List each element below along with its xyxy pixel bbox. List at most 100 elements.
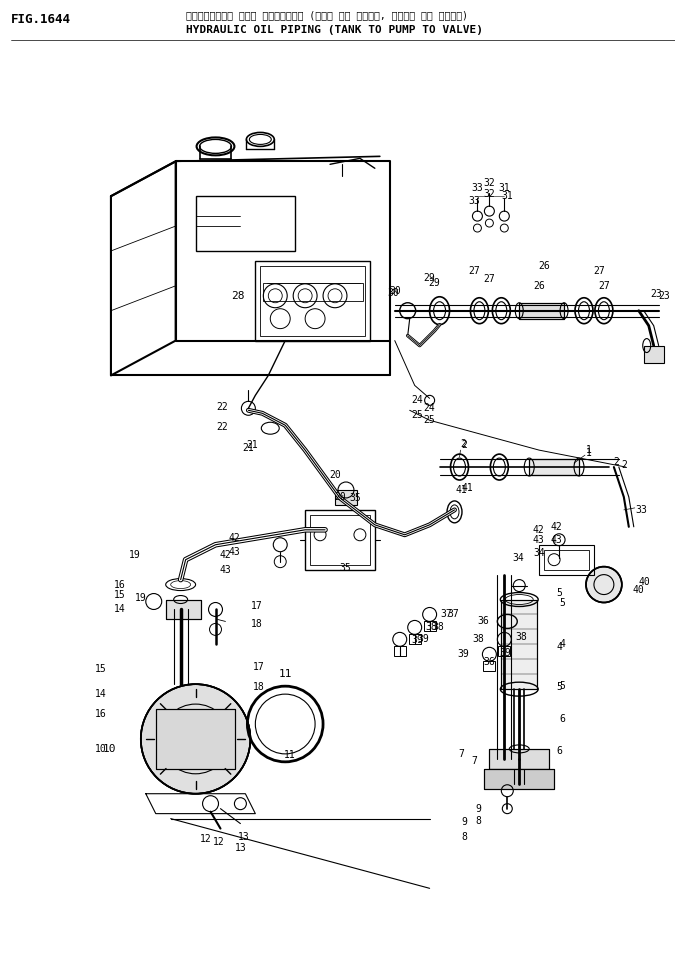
Bar (519, 303, 564, 318)
Text: 26: 26 (533, 281, 545, 290)
Text: 42: 42 (550, 522, 562, 532)
Text: 9: 9 (475, 804, 481, 813)
Text: 35: 35 (339, 563, 351, 572)
Text: 34: 34 (512, 553, 524, 563)
Text: 2: 2 (613, 457, 619, 467)
Text: 31: 31 (502, 191, 513, 201)
Text: 18: 18 (252, 682, 264, 692)
Text: 7: 7 (471, 756, 477, 766)
Text: 25: 25 (412, 410, 424, 421)
Text: 13: 13 (237, 832, 249, 841)
Bar (424, 621, 435, 631)
Text: 17: 17 (252, 662, 264, 673)
Text: 43: 43 (220, 565, 231, 574)
Text: 30: 30 (389, 286, 401, 296)
Bar (310, 515, 370, 565)
Text: 29: 29 (429, 278, 441, 288)
Bar (489, 749, 549, 769)
Bar (502, 599, 537, 689)
Text: 32: 32 (483, 179, 496, 188)
Text: 2: 2 (462, 440, 467, 450)
Text: 13: 13 (235, 843, 246, 853)
Text: 32: 32 (483, 189, 496, 199)
Text: 4: 4 (556, 643, 562, 652)
Text: 17: 17 (250, 601, 262, 612)
Text: 4: 4 (559, 640, 565, 649)
Text: 33: 33 (468, 196, 481, 207)
Text: 42: 42 (533, 525, 544, 535)
Text: 27: 27 (593, 266, 605, 276)
Text: 39: 39 (500, 648, 511, 658)
Text: 36: 36 (483, 657, 496, 667)
Text: 40: 40 (633, 585, 645, 594)
Bar (502, 599, 537, 689)
Text: 6: 6 (556, 746, 562, 756)
Text: 2: 2 (460, 439, 466, 449)
Text: 11: 11 (285, 750, 296, 759)
Text: 14: 14 (95, 689, 107, 699)
Bar (539, 545, 594, 574)
Text: 36: 36 (478, 617, 489, 626)
Text: 41: 41 (456, 485, 467, 495)
Text: 2: 2 (621, 460, 627, 470)
Circle shape (141, 684, 250, 794)
Bar (260, 266, 365, 336)
Text: 11: 11 (279, 669, 292, 679)
Bar (166, 599, 201, 620)
Text: 21: 21 (247, 440, 258, 450)
Text: 6: 6 (559, 714, 565, 724)
Text: 16: 16 (114, 580, 126, 590)
Text: 5: 5 (556, 588, 562, 597)
Text: 29: 29 (424, 273, 435, 283)
Text: FIG.1644: FIG.1644 (11, 14, 72, 26)
Text: 38: 38 (426, 622, 437, 632)
Text: 20: 20 (329, 470, 341, 480)
Text: 22: 22 (217, 402, 228, 412)
Bar (644, 345, 664, 364)
Text: 14: 14 (114, 604, 126, 615)
Text: 42: 42 (228, 533, 241, 542)
Text: 42: 42 (220, 550, 231, 560)
Text: 5: 5 (559, 597, 565, 608)
Text: 24: 24 (412, 396, 424, 405)
Text: 21: 21 (243, 443, 254, 454)
Text: 31: 31 (498, 183, 510, 193)
Text: ハイド・ロリック オイル ハ・イピング・ (タンク カラ ホンプ・, ホンプ・ カラ ハルフ・): ハイド・ロリック オイル ハ・イピング・ (タンク カラ ホンプ・, ホンプ・ … (186, 10, 468, 20)
Text: 3: 3 (641, 505, 647, 515)
Bar (409, 634, 420, 645)
Bar (485, 769, 554, 788)
Text: 19: 19 (129, 550, 141, 560)
Text: 1: 1 (586, 445, 592, 455)
Text: 5: 5 (556, 682, 562, 692)
Text: 8: 8 (475, 815, 481, 826)
Bar (485, 769, 554, 788)
Bar (519, 303, 564, 318)
Text: 39: 39 (418, 634, 429, 645)
Text: 15: 15 (114, 590, 126, 599)
Text: 39: 39 (412, 635, 424, 646)
Text: HYDRAULIC OIL PIPING (TANK TO PUMP TO VALVE): HYDRAULIC OIL PIPING (TANK TO PUMP TO VA… (186, 25, 483, 35)
Text: 16: 16 (95, 709, 107, 719)
Text: 19: 19 (135, 593, 147, 602)
Text: 40: 40 (639, 577, 650, 587)
Text: 28: 28 (231, 290, 244, 301)
Text: 10: 10 (95, 744, 107, 754)
Text: 7: 7 (458, 749, 464, 758)
Circle shape (586, 566, 622, 602)
Text: 43: 43 (533, 535, 544, 545)
Text: 27: 27 (468, 266, 481, 276)
Bar (195, 196, 295, 251)
Text: 43: 43 (550, 535, 562, 545)
Bar (544, 550, 589, 569)
Bar (335, 490, 357, 505)
Text: 26: 26 (538, 261, 550, 271)
Text: 12: 12 (213, 837, 224, 846)
Text: 20: 20 (334, 492, 346, 502)
Bar (529, 459, 579, 475)
Text: 3: 3 (636, 505, 642, 515)
Text: 37: 37 (448, 610, 459, 620)
Text: 10: 10 (103, 744, 116, 754)
Bar (256, 261, 370, 341)
Text: 8: 8 (462, 832, 467, 841)
Bar (529, 459, 579, 475)
